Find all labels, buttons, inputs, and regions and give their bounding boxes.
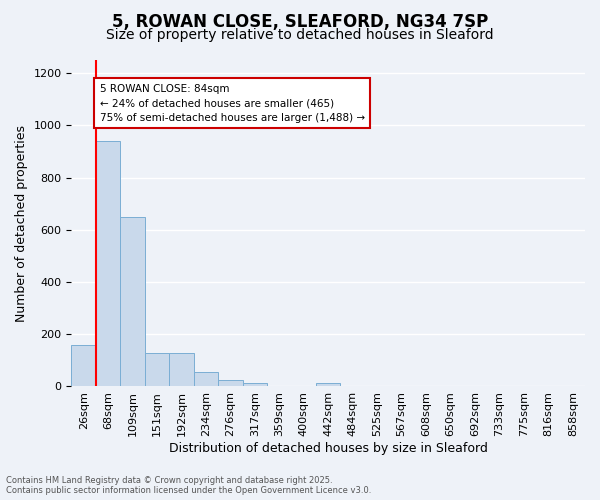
Bar [242, 384, 267, 386]
Bar [121, 216, 145, 386]
Text: 5 ROWAN CLOSE: 84sqm
← 24% of detached houses are smaller (465)
75% of semi-deta: 5 ROWAN CLOSE: 84sqm ← 24% of detached h… [100, 84, 365, 123]
Text: Size of property relative to detached houses in Sleaford: Size of property relative to detached ho… [106, 28, 494, 42]
Bar [145, 352, 169, 386]
Bar [316, 384, 340, 386]
Bar [218, 380, 242, 386]
Bar [96, 141, 121, 386]
Text: 5, ROWAN CLOSE, SLEAFORD, NG34 7SP: 5, ROWAN CLOSE, SLEAFORD, NG34 7SP [112, 12, 488, 30]
Bar [194, 372, 218, 386]
X-axis label: Distribution of detached houses by size in Sleaford: Distribution of detached houses by size … [169, 442, 488, 455]
Bar [169, 352, 194, 386]
Bar [71, 344, 96, 387]
Text: Contains HM Land Registry data © Crown copyright and database right 2025.
Contai: Contains HM Land Registry data © Crown c… [6, 476, 371, 495]
Y-axis label: Number of detached properties: Number of detached properties [15, 124, 28, 322]
